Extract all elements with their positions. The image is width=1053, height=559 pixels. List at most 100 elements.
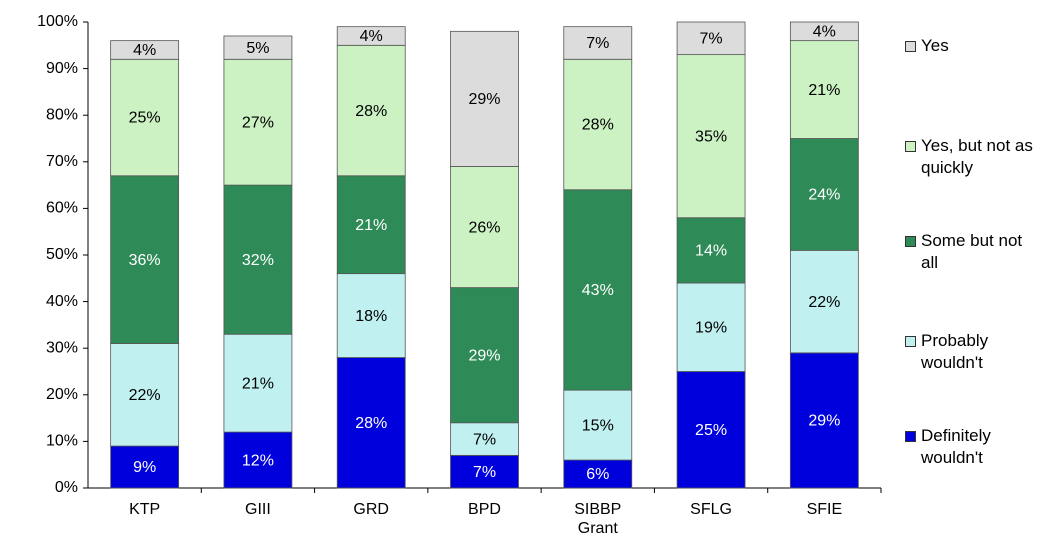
legend-item: Probably wouldn't xyxy=(905,330,1050,374)
y-tick-label: 0% xyxy=(55,479,78,496)
bar-segment xyxy=(563,189,633,391)
bar-segment xyxy=(563,389,633,461)
legend-label: Some but not all xyxy=(921,231,1023,272)
value-label: 28% xyxy=(355,415,387,432)
legend-swatch xyxy=(905,336,916,347)
y-tick-label: 90% xyxy=(46,60,78,77)
y-tick-label: 70% xyxy=(46,153,78,170)
bar-segment xyxy=(223,333,293,433)
value-label: 15% xyxy=(582,417,614,434)
value-label: 28% xyxy=(582,117,614,134)
y-tick-label: 20% xyxy=(46,386,78,403)
bar-segment xyxy=(110,175,180,344)
value-label: 7% xyxy=(586,35,609,52)
bar-segment xyxy=(110,343,180,447)
x-tick-label: GIII xyxy=(245,501,271,518)
legend-swatch xyxy=(905,141,916,152)
bar-segment xyxy=(676,217,746,284)
y-tick-label: 100% xyxy=(37,13,78,30)
legend-item: Definitely wouldn't xyxy=(905,425,1050,469)
bar-segment xyxy=(336,175,406,275)
value-label: 25% xyxy=(129,110,161,127)
legend-label: Yes, but not as quickly xyxy=(921,136,1033,177)
value-label: 7% xyxy=(473,464,496,481)
value-label: 5% xyxy=(246,40,269,57)
value-label: 27% xyxy=(242,114,274,131)
value-label: 36% xyxy=(129,252,161,269)
bar-segment xyxy=(223,58,293,186)
legend-swatch xyxy=(905,236,916,247)
value-label: 21% xyxy=(242,375,274,392)
bar-segment xyxy=(789,249,859,354)
value-label: 29% xyxy=(808,413,840,430)
bar-segment xyxy=(223,35,293,60)
bar-segment xyxy=(223,184,293,335)
bar-segment xyxy=(450,287,519,424)
legend-label: Definitely wouldn't xyxy=(921,426,991,467)
x-tick-label: SIBBP Grant xyxy=(574,501,622,537)
value-label: 35% xyxy=(695,128,727,145)
value-label: 4% xyxy=(360,28,383,45)
x-tick-label: GRD xyxy=(353,501,389,518)
bar-segment xyxy=(563,58,633,191)
bar-segment xyxy=(336,44,406,177)
legend-swatch xyxy=(905,431,916,442)
bar-segment xyxy=(336,357,406,489)
bar-segment xyxy=(676,371,746,489)
bar-segment xyxy=(450,422,519,456)
value-label: 7% xyxy=(473,431,496,448)
y-tick-label: 30% xyxy=(46,339,78,356)
x-tick-label: SFIE xyxy=(806,501,843,518)
bar-segment xyxy=(676,21,746,56)
bar-segment xyxy=(110,445,180,489)
value-label: 7% xyxy=(700,31,723,48)
value-label: 26% xyxy=(468,219,500,236)
value-label: 28% xyxy=(355,103,387,120)
value-label: 29% xyxy=(468,91,500,108)
value-label: 22% xyxy=(129,387,161,404)
value-label: 19% xyxy=(695,319,727,336)
value-label: 29% xyxy=(468,347,500,364)
y-tick-label: 60% xyxy=(46,200,78,217)
legend-item: Yes, but not as quickly xyxy=(905,135,1050,179)
bar-segment xyxy=(336,26,406,46)
bar-segment xyxy=(676,54,746,219)
value-label: 22% xyxy=(808,294,840,311)
value-label: 6% xyxy=(586,466,609,483)
y-tick-label: 80% xyxy=(46,106,78,123)
value-label: 12% xyxy=(242,452,274,469)
legend-label: Probably wouldn't xyxy=(921,331,989,372)
bar-segment xyxy=(789,21,859,42)
value-label: 24% xyxy=(808,187,840,204)
bar-segment xyxy=(563,26,633,60)
bar-segment xyxy=(336,273,406,358)
x-tick-label: BPD xyxy=(468,501,501,518)
bar-segment xyxy=(223,431,293,489)
value-label: 25% xyxy=(695,422,727,439)
value-label: 14% xyxy=(695,243,727,260)
value-label: 4% xyxy=(813,24,836,41)
bar-segment xyxy=(110,40,180,60)
legend-swatch xyxy=(905,41,916,52)
bar-segment xyxy=(110,58,180,177)
value-label: 43% xyxy=(582,282,614,299)
value-label: 9% xyxy=(133,459,156,476)
x-tick-label: SFLG xyxy=(690,501,732,518)
bar-segment xyxy=(450,454,519,489)
y-tick-label: 10% xyxy=(46,433,78,450)
x-tick-label: KTP xyxy=(129,501,161,518)
value-label: 21% xyxy=(808,82,840,99)
value-label: 4% xyxy=(133,42,156,59)
legend-item: Yes xyxy=(905,35,1050,57)
value-label: 18% xyxy=(355,308,387,325)
bar-segment xyxy=(789,40,859,139)
legend-label: Yes xyxy=(921,36,949,55)
bar-segment xyxy=(789,352,859,489)
value-label: 32% xyxy=(242,252,274,269)
y-tick-label: 50% xyxy=(46,246,78,263)
y-tick-label: 40% xyxy=(46,293,78,310)
legend-item: Some but not all xyxy=(905,230,1050,274)
bar-segment xyxy=(450,30,519,167)
